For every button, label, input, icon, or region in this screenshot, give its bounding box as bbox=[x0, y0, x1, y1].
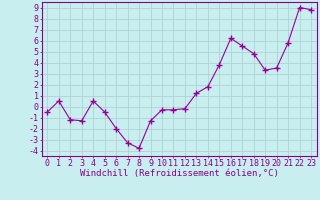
X-axis label: Windchill (Refroidissement éolien,°C): Windchill (Refroidissement éolien,°C) bbox=[80, 169, 279, 178]
